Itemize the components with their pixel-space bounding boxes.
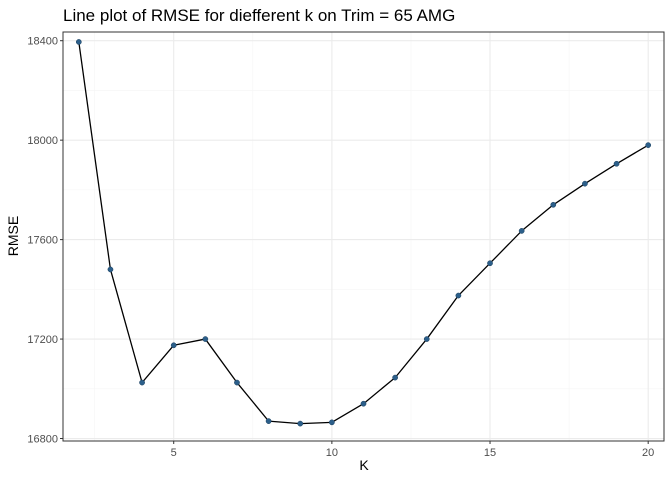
data-point-k-11: [360, 400, 367, 407]
data-point-k-14: [455, 292, 462, 299]
data-point-k-17: [550, 201, 557, 208]
data-points: [75, 39, 652, 427]
data-point-k-5: [170, 342, 177, 349]
y-axis-ticks: 16800 17200 17600 18000 18400: [27, 36, 63, 446]
data-point-k-19: [613, 160, 620, 167]
y-tick-label-4: 18400: [27, 36, 58, 48]
data-point-k-15: [487, 260, 493, 267]
data-point-k-4: [139, 379, 145, 386]
data-point-k-2: [75, 39, 82, 45]
data-point-k-6: [202, 336, 209, 342]
series-line-layer: [78, 41, 649, 425]
panel-border: [62, 31, 665, 442]
data-point-k-20: [645, 142, 652, 148]
y-tick-label-1: 17200: [27, 334, 58, 346]
data-point-k-3: [107, 266, 114, 273]
data-point-k-9: [297, 420, 304, 427]
x-axis-title: K: [359, 457, 369, 473]
y-tick-label-0: 16800: [27, 434, 58, 446]
x-axis-ticks: 5 10 15 20: [171, 441, 654, 459]
data-point-k-16: [518, 228, 525, 234]
data-point-k-18: [582, 180, 588, 187]
data-point-k-13: [423, 336, 430, 342]
x-tick-label-2: 15: [484, 447, 496, 459]
grid: [63, 32, 664, 441]
x-tick-label-3: 20: [642, 447, 654, 459]
x-tick-label-0: 5: [171, 447, 177, 459]
y-tick-label-2: 17600: [27, 235, 58, 247]
chart-title: Line plot of RMSE for diefferent k on Tr…: [63, 6, 455, 25]
data-point-k-7: [234, 379, 240, 386]
y-axis-title: RMSE: [5, 216, 21, 256]
y-tick-label-3: 18000: [27, 135, 58, 147]
x-tick-label-1: 10: [326, 447, 338, 459]
data-point-k-12: [392, 374, 398, 381]
data-point-k-10: [329, 419, 335, 426]
data-point-k-8: [265, 418, 272, 424]
series-line: [78, 41, 649, 425]
